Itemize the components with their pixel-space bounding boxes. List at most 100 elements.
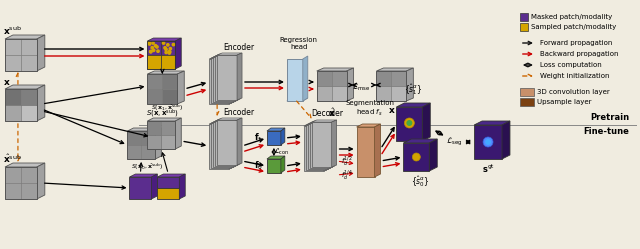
Polygon shape: [211, 58, 231, 103]
Polygon shape: [502, 121, 510, 159]
Polygon shape: [429, 139, 437, 171]
Circle shape: [483, 137, 493, 147]
Polygon shape: [177, 71, 184, 104]
Bar: [147, 55, 161, 69]
Polygon shape: [147, 38, 181, 41]
Text: Pretrain: Pretrain: [590, 113, 630, 122]
Polygon shape: [213, 120, 238, 122]
Polygon shape: [267, 156, 285, 159]
Bar: [317, 71, 347, 101]
Polygon shape: [281, 128, 285, 145]
Bar: [157, 188, 179, 199]
Polygon shape: [37, 163, 45, 199]
Circle shape: [168, 51, 171, 53]
Bar: [163, 74, 177, 89]
Bar: [392, 71, 406, 86]
Circle shape: [168, 51, 171, 53]
Polygon shape: [332, 120, 337, 167]
Bar: [267, 131, 281, 145]
Bar: [520, 23, 528, 31]
Polygon shape: [474, 121, 510, 125]
Polygon shape: [147, 118, 181, 121]
Bar: [129, 177, 152, 199]
Circle shape: [166, 44, 169, 46]
Text: $S(\mathbf{x}_0,\hat{\mathbf{x}}^{\rm sub})$: $S(\mathbf{x}_0,\hat{\mathbf{x}}^{\rm su…: [131, 162, 164, 172]
Bar: [21, 89, 37, 105]
Polygon shape: [422, 103, 430, 141]
Circle shape: [151, 47, 154, 49]
Polygon shape: [474, 125, 502, 159]
Polygon shape: [403, 139, 437, 143]
Bar: [161, 135, 175, 149]
Circle shape: [154, 45, 157, 47]
Polygon shape: [215, 121, 235, 166]
Polygon shape: [231, 56, 236, 103]
Polygon shape: [213, 122, 233, 167]
Polygon shape: [237, 118, 242, 165]
Polygon shape: [233, 120, 238, 167]
Polygon shape: [217, 118, 242, 120]
Polygon shape: [175, 118, 181, 149]
Polygon shape: [129, 174, 157, 177]
Text: Forward propagation: Forward propagation: [540, 40, 612, 46]
Bar: [332, 86, 347, 101]
Polygon shape: [175, 38, 181, 69]
Bar: [5, 167, 21, 183]
Bar: [141, 145, 156, 159]
Polygon shape: [152, 174, 157, 199]
Bar: [147, 121, 161, 135]
Text: Masked patch/modality: Masked patch/modality: [531, 14, 612, 20]
Polygon shape: [217, 53, 242, 55]
Polygon shape: [209, 124, 229, 169]
Text: Sampled patch/modality: Sampled patch/modality: [531, 24, 616, 30]
Polygon shape: [347, 68, 353, 101]
Polygon shape: [328, 122, 333, 169]
Polygon shape: [231, 121, 236, 168]
Bar: [5, 183, 21, 199]
Polygon shape: [127, 128, 161, 131]
Bar: [317, 86, 332, 101]
Bar: [147, 89, 163, 104]
Circle shape: [163, 42, 164, 44]
Polygon shape: [308, 122, 333, 124]
Text: $\mathcal{L}_{\rm mse}$: $\mathcal{L}_{\rm mse}$: [353, 81, 371, 93]
Polygon shape: [356, 124, 380, 127]
Text: $S(\mathbf{x}_1,\hat{\mathbf{x}}^{\rm sub})$: $S(\mathbf{x}_1,\hat{\mathbf{x}}^{\rm su…: [152, 103, 184, 113]
Polygon shape: [213, 55, 238, 57]
Bar: [163, 89, 177, 104]
Circle shape: [169, 48, 172, 50]
Circle shape: [412, 153, 420, 161]
Text: $\{\hat{s}_0^{\alpha}\}$: $\{\hat{s}_0^{\alpha}\}$: [411, 174, 429, 189]
Polygon shape: [396, 103, 430, 107]
Bar: [5, 55, 21, 71]
Text: Fine-tune: Fine-tune: [584, 127, 630, 136]
Polygon shape: [287, 98, 308, 101]
Bar: [161, 121, 175, 135]
Polygon shape: [156, 128, 161, 159]
Polygon shape: [5, 163, 45, 167]
Text: $\mathbf{x}^{\rm sub}$: $\mathbf{x}^{\rm sub}$: [3, 25, 22, 37]
Text: $S(\mathbf{x},\mathbf{x}^{\rm sub})$: $S(\mathbf{x},\mathbf{x}^{\rm sub})$: [146, 108, 179, 120]
Text: $\mathbf{s}^{\rm gt}$: $\mathbf{s}^{\rm gt}$: [481, 163, 495, 175]
Polygon shape: [235, 54, 240, 101]
Polygon shape: [267, 128, 285, 131]
Text: $\mathbf{x}$: $\mathbf{x}$: [388, 106, 396, 115]
Circle shape: [172, 43, 175, 46]
Polygon shape: [235, 119, 240, 166]
Bar: [127, 145, 141, 159]
Polygon shape: [5, 35, 45, 39]
Circle shape: [152, 42, 154, 44]
Polygon shape: [211, 56, 236, 58]
Bar: [21, 167, 37, 183]
Bar: [267, 159, 281, 173]
Circle shape: [148, 43, 151, 45]
Polygon shape: [406, 68, 413, 101]
Bar: [5, 39, 37, 71]
Polygon shape: [209, 59, 229, 104]
Bar: [21, 183, 37, 199]
Polygon shape: [215, 54, 240, 56]
Bar: [332, 71, 347, 86]
Polygon shape: [310, 121, 335, 123]
Polygon shape: [308, 124, 328, 169]
Bar: [21, 39, 37, 55]
